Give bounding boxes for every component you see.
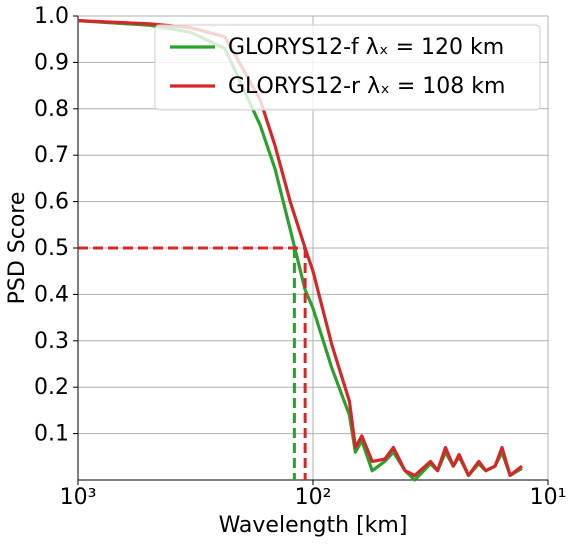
data-line [77,19,523,477]
y-tick-label: 0.8 [34,97,69,122]
y-tick-label: 0.6 [34,190,69,215]
x-tick-label: 10² [295,485,332,510]
y-tick-label: 0.3 [34,329,69,354]
y-tick-label: 0.1 [34,422,69,447]
y-tick-label: 1.0 [34,4,69,29]
legend: GLORYS12-f λₓ = 120 km GLORYS12-r λₓ = 10… [154,24,541,111]
legend-label: GLORYS12-f λₓ = 120 km [228,35,504,60]
x-tick-label: 10¹ [530,485,567,510]
legend-box [154,24,541,111]
y-tick-label: 0.5 [34,236,69,261]
y-tick-label: 0.2 [34,375,69,400]
y-tick-label: 0.7 [34,143,69,168]
legend-label: GLORYS12-r λₓ = 108 km [228,74,505,99]
x-axis-label: Wavelength [km] [219,513,408,538]
y-axis-label: PSD Score [5,192,30,305]
y-tick-label: 0.9 [34,50,69,75]
x-tick-label: 10³ [60,485,97,510]
y-tick-label: 0.4 [34,282,69,307]
